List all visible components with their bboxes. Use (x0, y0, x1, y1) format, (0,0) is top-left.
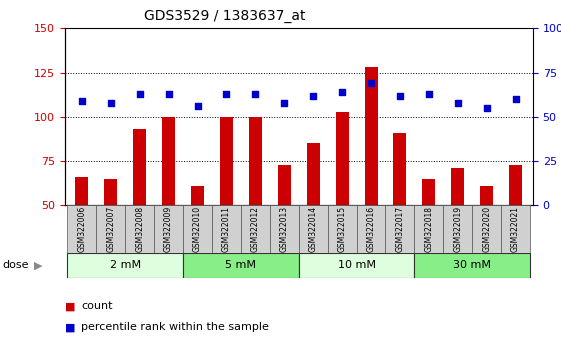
Bar (133, 129, 146, 205)
Text: GSM322019: GSM322019 (453, 206, 462, 252)
Text: GSM322020: GSM322020 (482, 206, 491, 252)
Text: GSM322008: GSM322008 (135, 206, 144, 252)
Bar (270, 205, 298, 253)
Point (135, 91, 144, 97)
Text: GSM322006: GSM322006 (77, 206, 86, 252)
Bar (480, 186, 493, 205)
Bar (509, 165, 522, 205)
Text: GSM322021: GSM322021 (511, 206, 520, 252)
Point (106, 100, 115, 105)
Bar (67, 253, 183, 278)
Text: 5 mM: 5 mM (226, 261, 256, 270)
Bar (298, 205, 328, 253)
Text: count: count (81, 301, 113, 311)
Point (280, 100, 289, 105)
Bar (125, 205, 154, 253)
Bar (393, 133, 406, 205)
Text: ▶: ▶ (34, 261, 43, 270)
Text: GDS3529 / 1383637_at: GDS3529 / 1383637_at (144, 9, 305, 23)
Bar (501, 205, 530, 253)
Text: GSM322010: GSM322010 (193, 206, 202, 252)
Bar (422, 179, 435, 205)
Point (396, 93, 404, 98)
Bar (307, 143, 320, 205)
Bar (385, 205, 415, 253)
Bar (365, 67, 378, 205)
Bar (220, 117, 233, 205)
Point (338, 89, 347, 95)
Bar (183, 253, 298, 278)
Text: 30 mM: 30 mM (453, 261, 491, 270)
Point (366, 80, 375, 86)
Bar (241, 205, 270, 253)
Bar (183, 205, 212, 253)
Text: GSM322013: GSM322013 (280, 206, 289, 252)
Point (309, 93, 318, 98)
Text: 2 mM: 2 mM (110, 261, 141, 270)
Bar (96, 205, 125, 253)
Text: GSM322018: GSM322018 (424, 206, 433, 252)
Text: GSM322014: GSM322014 (309, 206, 318, 252)
Text: GSM322012: GSM322012 (251, 206, 260, 252)
Point (424, 91, 433, 97)
Bar (472, 205, 501, 253)
Point (222, 91, 231, 97)
Bar (335, 112, 348, 205)
Bar (415, 205, 443, 253)
Text: ■: ■ (65, 322, 75, 332)
Text: GSM322007: GSM322007 (106, 206, 115, 252)
Bar (298, 253, 415, 278)
Bar (191, 186, 204, 205)
Text: dose: dose (3, 261, 29, 270)
Bar (75, 177, 89, 205)
Point (511, 96, 520, 102)
Bar (357, 205, 385, 253)
Text: GSM322009: GSM322009 (164, 206, 173, 252)
Point (77, 98, 86, 104)
Point (193, 103, 202, 109)
Bar (328, 205, 357, 253)
Point (482, 105, 491, 111)
Bar (162, 117, 175, 205)
Text: GSM322016: GSM322016 (366, 206, 375, 252)
Point (164, 91, 173, 97)
Text: 10 mM: 10 mM (338, 261, 375, 270)
Text: percentile rank within the sample: percentile rank within the sample (81, 322, 269, 332)
Point (251, 91, 260, 97)
Bar (278, 165, 291, 205)
Bar (154, 205, 183, 253)
Bar (212, 205, 241, 253)
Text: GSM322015: GSM322015 (338, 206, 347, 252)
Bar (67, 205, 96, 253)
Point (453, 100, 462, 105)
Bar (249, 117, 262, 205)
Text: GSM322011: GSM322011 (222, 206, 231, 252)
Bar (415, 253, 530, 278)
Bar (104, 179, 117, 205)
Bar (451, 168, 465, 205)
Text: GSM322017: GSM322017 (396, 206, 404, 252)
Bar (443, 205, 472, 253)
Text: ■: ■ (65, 301, 75, 311)
